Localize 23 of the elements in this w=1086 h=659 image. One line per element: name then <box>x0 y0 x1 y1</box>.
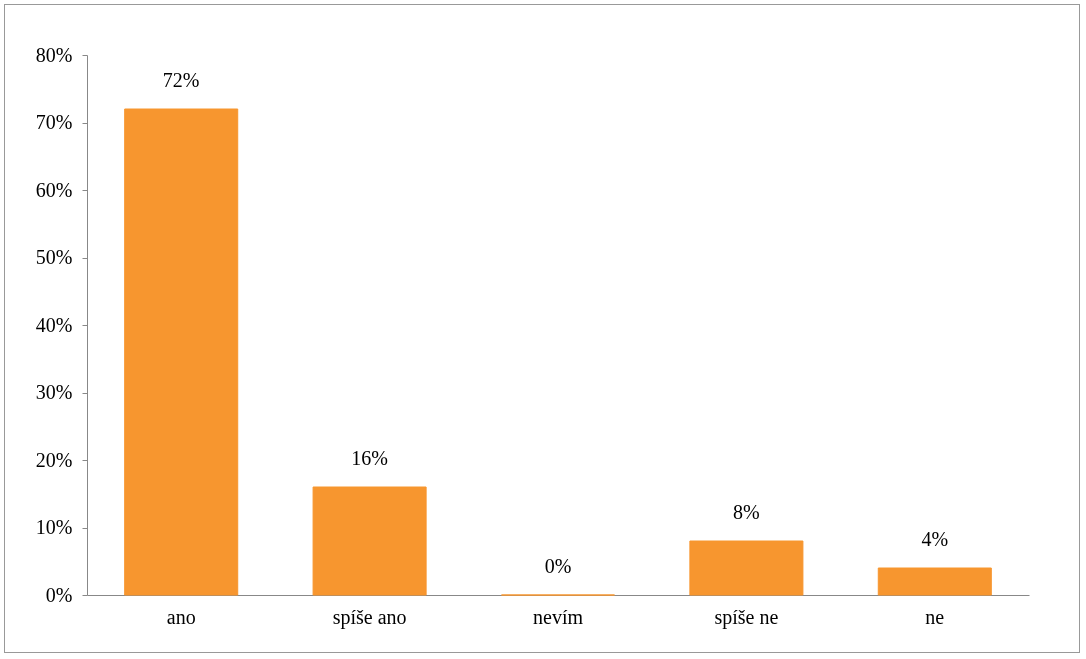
y-tick-label: 70% <box>35 111 73 133</box>
x-tick-label: ne <box>925 605 945 628</box>
bar <box>877 567 992 596</box>
y-tick-label: 10% <box>35 516 73 538</box>
y-tick-label: 60% <box>35 178 73 201</box>
x-tick-label: nevím <box>533 605 584 628</box>
data-label: 72% <box>162 69 200 91</box>
y-tick-label: 50% <box>35 246 73 268</box>
data-label: 0% <box>544 555 572 577</box>
data-label: 4% <box>921 528 949 550</box>
y-tick-label: 20% <box>35 448 73 471</box>
x-tick-label: spíše ne <box>714 605 779 629</box>
data-label: 8% <box>733 501 760 523</box>
bar <box>124 108 239 596</box>
x-tick-label: ano <box>166 605 196 628</box>
y-tick-label: 40% <box>35 313 73 336</box>
bar <box>689 540 804 596</box>
y-tick-label: 80% <box>35 43 73 66</box>
x-tick-label: spíše ano <box>332 605 407 629</box>
bar <box>312 486 427 596</box>
y-tick-label: 30% <box>35 381 73 403</box>
data-label: 16% <box>351 447 388 469</box>
y-tick-label: 0% <box>45 583 73 606</box>
